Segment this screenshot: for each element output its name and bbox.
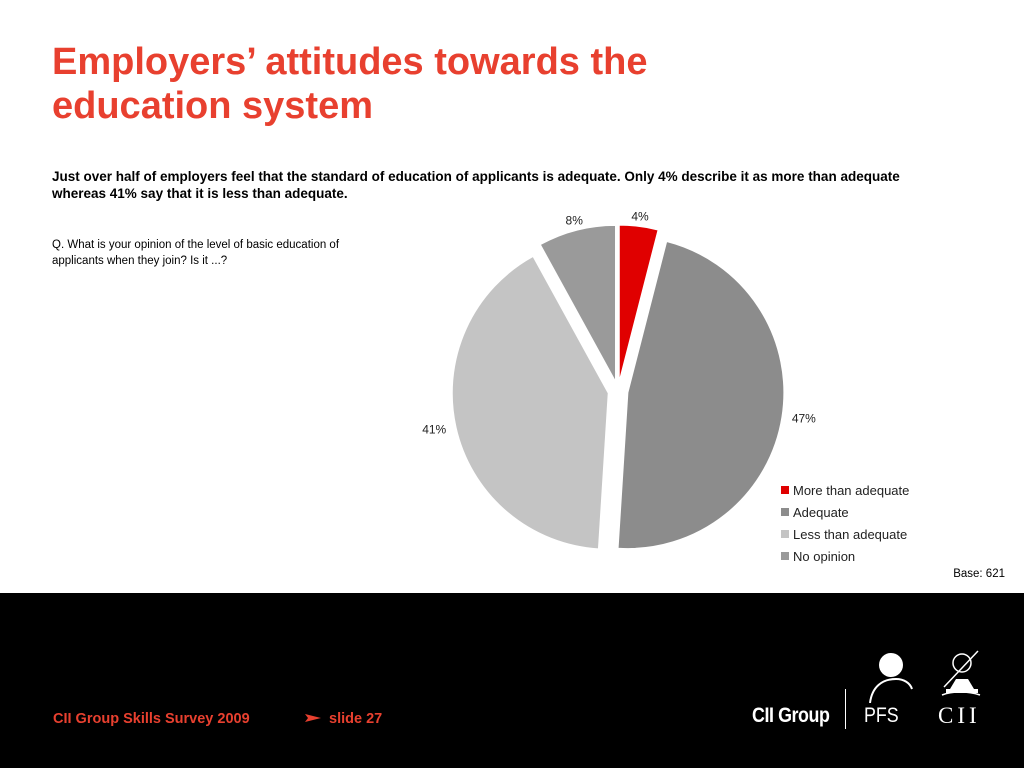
base-label: Base: 621 [953,568,1005,580]
legend-swatch-adequate [781,508,789,516]
slide-subtitle: Just over half of employers feel that th… [52,168,972,202]
cii-group-logo: CII Group [752,704,830,727]
slide-subtitle-line-1: Just over half of employers feel that th… [52,169,900,184]
pie-slice-less-than-adequate [451,255,609,550]
pie-label-more-than-adequate: 4% [631,209,649,223]
pie-slice-no-opinion [539,224,617,382]
pie-label-no-opinion: 8% [566,214,584,228]
slide-subtitle-line-2: whereas 41% say that it is less than ade… [52,186,348,201]
legend-label-adequate: Adequate [793,504,849,520]
pie-slice-adequate [617,240,785,550]
right-arrow-icon [304,711,322,728]
legend-swatch-more-than-adequate [781,486,789,494]
survey-question-line-2: applicants when they join? Is it ...? [52,255,228,267]
legend-label-no-opinion: No opinion [793,548,856,564]
cii-logo: CII [938,703,981,728]
slide-title-line-1: Employers’ attitudes towards the [52,41,648,83]
legend-item-less-than-adequate: Less than adequate [781,523,981,545]
chart-legend: More than adequate Adequate Less than ad… [781,479,981,567]
pfs-logo-icon [864,651,914,708]
slide-number: slide 27 [329,711,383,727]
pie-label-adequate: 47% [792,412,816,426]
footer-title: CII Group Skills Survey 2009 [53,711,250,727]
legend-swatch-no-opinion [781,552,789,560]
survey-question: Q. What is your opinion of the level of … [52,237,392,269]
legend-label-more-than-adequate: More than adequate [793,482,910,498]
legend-item-no-opinion: No opinion [781,545,981,567]
slide-title-line-2: education system [52,85,373,127]
legend-item-adequate: Adequate [781,501,981,523]
legend-swatch-less-than-adequate [781,530,789,538]
pie-chart: 4% 47% 41% 8% [422,209,816,550]
pfs-logo: PFS [864,704,899,727]
pie-label-less-than-adequate: 41% [422,422,446,436]
pie-slice-more-than-adequate [618,224,659,382]
legend-item-more-than-adequate: More than adequate [781,479,981,501]
footer-bar: CII Group Skills Survey 2009 slide 27 CI… [0,593,1024,768]
survey-question-line-1: Q. What is your opinion of the level of … [52,239,340,251]
logo-divider [845,689,846,729]
legend-label-less-than-adequate: Less than adequate [793,526,908,542]
cii-crest-icon [938,649,982,702]
slide-title: Employers’ attitudes towards the educati… [52,40,812,128]
